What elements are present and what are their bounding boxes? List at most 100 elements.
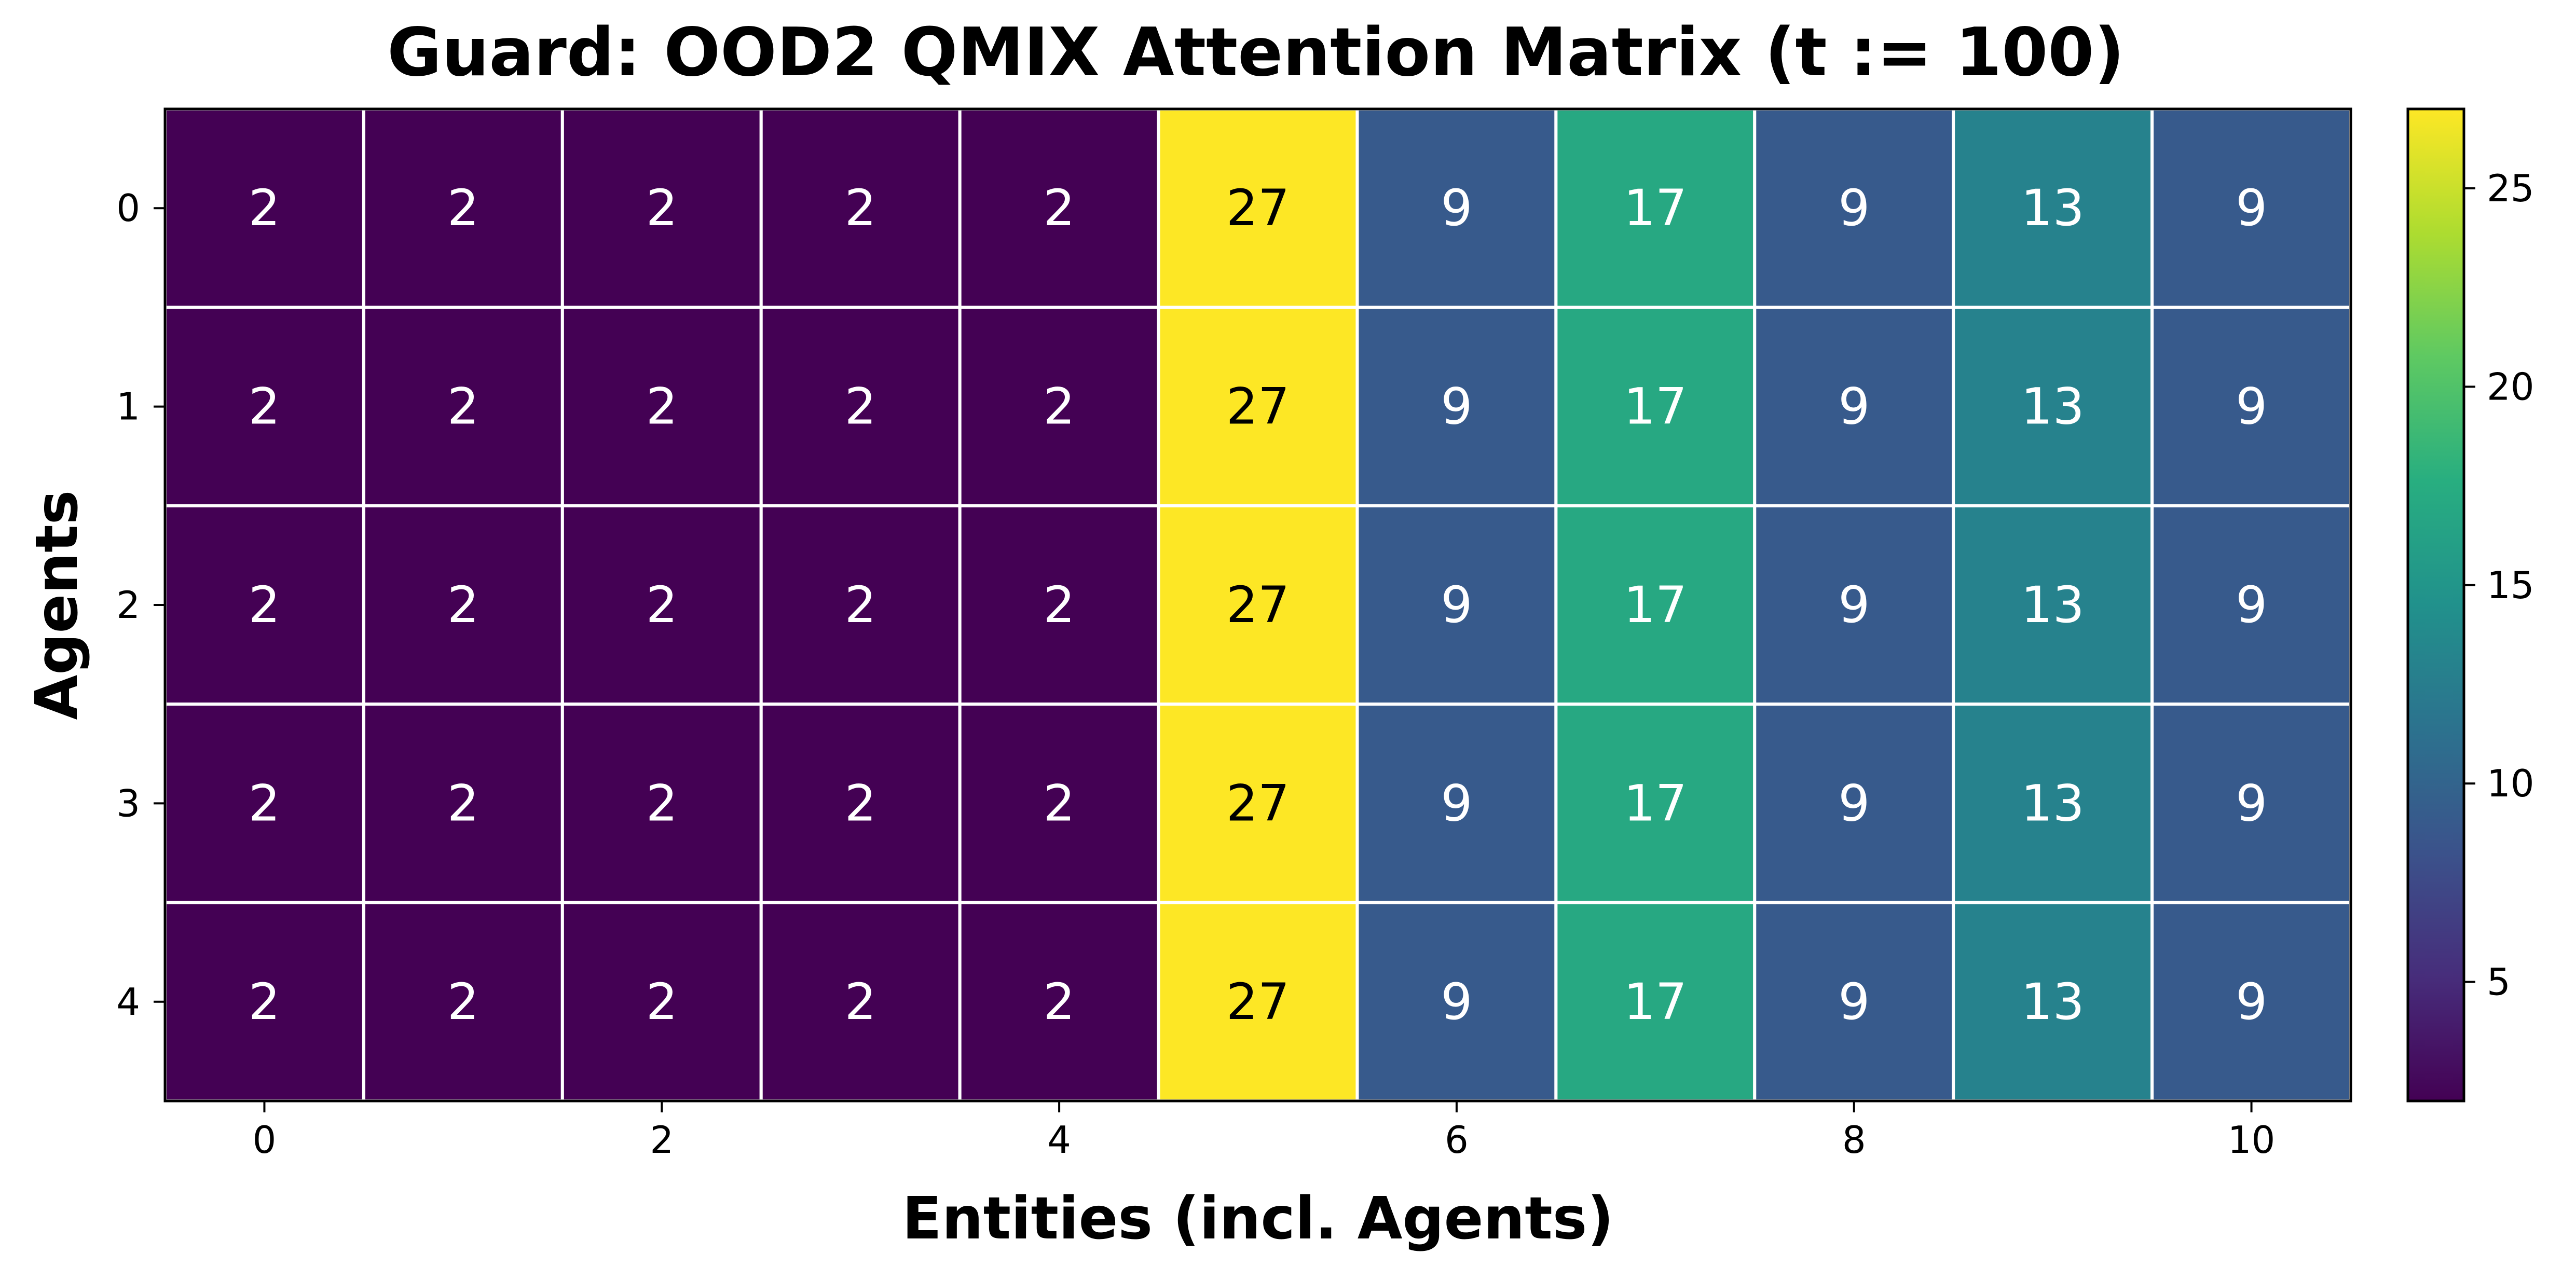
heatmap-cell: [2150, 901, 2352, 1103]
heatmap-cell-label: 2: [1044, 179, 1075, 237]
heatmap-cell-label: 2: [249, 378, 280, 436]
heatmap-cell: [958, 504, 1160, 706]
heatmap-cell-label: 17: [1624, 576, 1687, 634]
heatmap-cell-label: 9: [2236, 179, 2267, 237]
heatmap-cell: [1355, 504, 1558, 706]
heatmap-cell-label: 13: [2021, 179, 2085, 237]
heatmap-cell-label: 9: [1441, 774, 1472, 832]
heatmap-cell-label: 13: [2021, 378, 2085, 436]
heatmap-cell-label: 2: [249, 179, 280, 237]
colorbar-tick-label: 20: [2487, 365, 2534, 408]
heatmap-cell: [560, 901, 763, 1103]
heatmap-cell: [560, 504, 763, 706]
heatmap-cell-label: 9: [2236, 576, 2267, 634]
heatmap-cell: [163, 901, 365, 1103]
heatmap-cell: [1753, 703, 1955, 904]
heatmap-cell: [1753, 504, 1955, 706]
heatmap-cell: [163, 504, 365, 706]
heatmap-cell-label: 9: [1838, 179, 1870, 237]
heatmap-cell-label: 17: [1624, 179, 1687, 237]
heatmap-cell: [1355, 306, 1558, 507]
heatmap-cell: [958, 901, 1160, 1103]
heatmap-cell-label: 2: [646, 576, 678, 634]
heatmap-cells: [163, 107, 2352, 1103]
heatmap-cell: [560, 306, 763, 507]
heatmap-cell-label: 2: [249, 774, 280, 832]
colorbar-tick-label: 25: [2487, 167, 2534, 210]
y-axis-label: Agents: [23, 490, 91, 720]
heatmap-cell-label: 9: [1441, 378, 1472, 436]
heatmap-cell-label: 9: [1838, 576, 1870, 634]
heatmap-cell: [1554, 107, 1757, 309]
y-tick-label: 3: [116, 781, 140, 825]
heatmap-cell-label: 9: [2236, 378, 2267, 436]
x-tick-label: 10: [2228, 1118, 2276, 1162]
chart-title: Guard: OOD2 QMIX Attention Matrix (t := …: [387, 14, 2125, 91]
heatmap-cell: [759, 107, 962, 309]
heatmap-cell-label: 2: [447, 576, 479, 634]
x-tick-label: 2: [650, 1118, 674, 1162]
heatmap-cell: [560, 703, 763, 904]
heatmap-cell-label: 27: [1226, 973, 1290, 1031]
heatmap-cell: [759, 703, 962, 904]
heatmap-cell-label: 9: [1441, 973, 1472, 1031]
heatmap-cell-label: 2: [447, 179, 479, 237]
x-axis-ticks: 0 2 4 6 8 10: [253, 1101, 2276, 1162]
heatmap-cell: [958, 306, 1160, 507]
heatmap-cell-label: 17: [1624, 973, 1687, 1031]
y-tick-label: 2: [116, 583, 140, 627]
y-tick-label: 4: [116, 980, 140, 1024]
heatmap-cell: [1157, 703, 1359, 904]
heatmap-cell-label: 27: [1226, 576, 1290, 634]
heatmap-cell-labels: 2 2 2 2 2 27 9 17 9 13 9 2 2 2 2 2 27 9 17 9 13 9 2 2 2 2 2 27 9 17 9 1…: [249, 179, 2267, 1031]
y-tick-label: 0: [116, 186, 140, 230]
heatmap-cell-label: 2: [845, 973, 876, 1031]
heatmap-cell: [362, 901, 564, 1103]
heatmap-cell-label: 9: [1838, 774, 1870, 832]
heatmap-cell-label: 17: [1624, 378, 1687, 436]
heatmap-cell-label: 2: [646, 179, 678, 237]
heatmap-cell-label: 9: [2236, 774, 2267, 832]
heatmap-cell-label: 27: [1226, 774, 1290, 832]
heatmap-cell-label: 9: [1441, 576, 1472, 634]
heatmap-cell-label: 2: [1044, 973, 1075, 1031]
heatmap-cell-label: 2: [646, 378, 678, 436]
y-tick-label: 1: [116, 385, 140, 429]
heatmap-cell-label: 27: [1226, 378, 1290, 436]
heatmap-cell-label: 9: [1838, 973, 1870, 1031]
x-tick-label: 0: [253, 1118, 277, 1162]
heatmap-cell: [2150, 306, 2352, 507]
heatmap-cell: [1157, 107, 1359, 309]
x-axis-label: Entities (incl. Agents): [902, 1185, 1613, 1252]
heatmap-cell-label: 2: [249, 973, 280, 1031]
colorbar: [2406, 107, 2465, 1103]
x-tick-label: 8: [1842, 1118, 1866, 1162]
heatmap-cell: [362, 107, 564, 309]
heatmap-cell-label: 2: [249, 576, 280, 634]
colorbar-tick-label: 10: [2487, 762, 2534, 805]
heatmap-cell-label: 13: [2021, 576, 2085, 634]
x-tick-label: 4: [1047, 1118, 1071, 1162]
heatmap-cell-label: 13: [2021, 973, 2085, 1031]
heatmap-cell-label: 2: [1044, 378, 1075, 436]
heatmap-cell: [1355, 901, 1558, 1103]
heatmap-cell: [1952, 703, 2154, 904]
heatmap-cell: [1753, 901, 1955, 1103]
heatmap-cell: [1554, 306, 1757, 507]
heatmap-cell-label: 2: [447, 973, 479, 1031]
heatmap-cell: [163, 107, 365, 309]
y-axis-ticks: 0 1 2 3 4: [116, 186, 165, 1024]
heatmap-cell: [759, 901, 962, 1103]
colorbar-tick-label: 5: [2487, 960, 2511, 1004]
heatmap-cell-label: 2: [845, 774, 876, 832]
heatmap-cell: [1952, 306, 2154, 507]
heatmap-cell-label: 9: [1441, 179, 1472, 237]
heatmap-cell: [1157, 504, 1359, 706]
heatmap-cell-label: 2: [1044, 576, 1075, 634]
heatmap-cell-label: 2: [447, 774, 479, 832]
heatmap-cell: [958, 703, 1160, 904]
heatmap-cell: [1157, 306, 1359, 507]
heatmap-cell-label: 2: [646, 774, 678, 832]
colorbar-tick-label: 15: [2487, 563, 2534, 607]
